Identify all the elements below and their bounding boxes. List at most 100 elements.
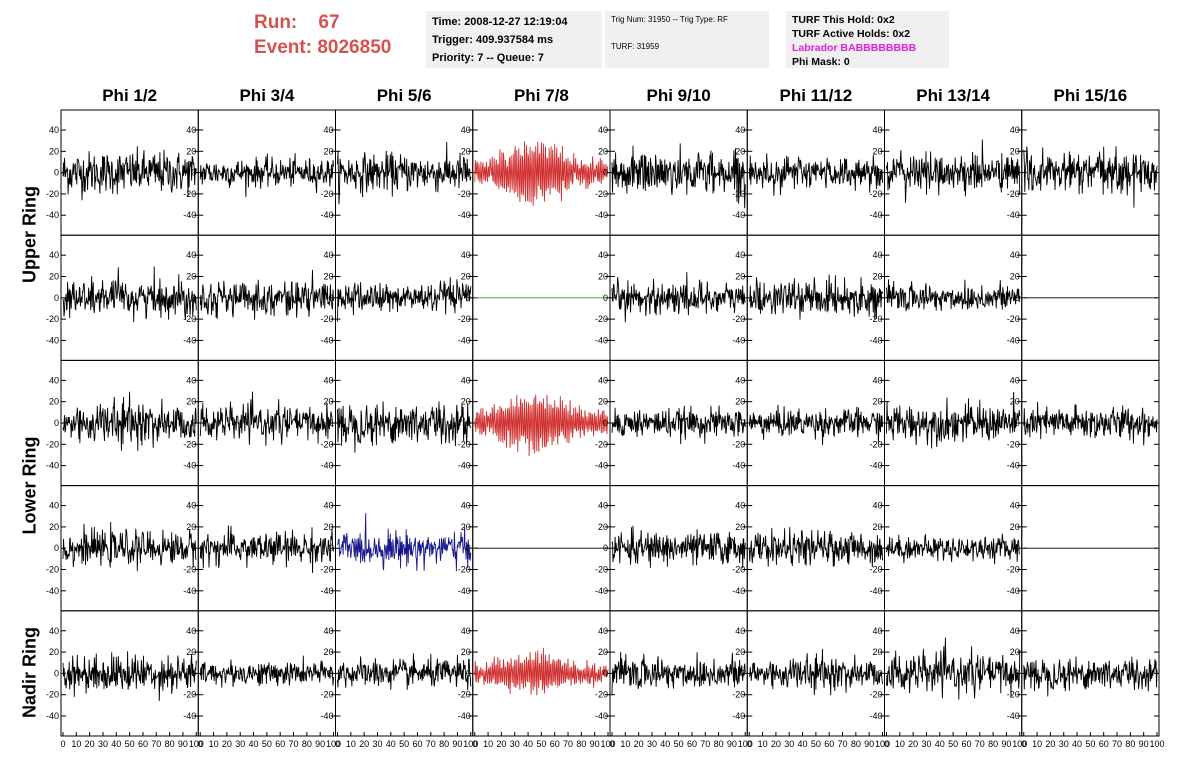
x-tick-label: 0 <box>335 739 340 749</box>
x-tick-label: 30 <box>98 739 108 749</box>
x-tick-label: 40 <box>1072 739 1082 749</box>
x-tick-label: 50 <box>1085 739 1095 749</box>
x-tick-label: 70 <box>151 739 161 749</box>
x-tick-label: 40 <box>798 739 808 749</box>
y-tick-label: 0 <box>1015 668 1020 678</box>
y-tick-label: 20 <box>461 397 471 407</box>
y-tick-label: 40 <box>598 250 608 260</box>
y-tick-label: -40 <box>732 711 745 721</box>
y-tick-label: -20 <box>46 189 59 199</box>
x-tick-label: 30 <box>235 739 245 749</box>
y-tick-label: -40 <box>458 586 471 596</box>
y-tick-label: -40 <box>46 711 59 721</box>
y-tick-label: -20 <box>46 565 59 575</box>
waveform-trace <box>337 277 472 322</box>
waveform-trace <box>1023 656 1158 697</box>
y-tick-label: -40 <box>1007 461 1020 471</box>
y-tick-label: 0 <box>877 293 882 303</box>
y-tick-label: 20 <box>461 522 471 532</box>
x-tick-label: 60 <box>824 739 834 749</box>
x-tick-label: 100 <box>738 739 753 749</box>
waveform-trace <box>749 648 883 696</box>
y-tick-label: -40 <box>869 210 882 220</box>
x-tick-label: 20 <box>908 739 918 749</box>
x-tick-label: 50 <box>536 739 546 749</box>
y-tick-label: 20 <box>598 146 608 156</box>
y-tick-label: -20 <box>320 189 333 199</box>
x-tick-label: 30 <box>510 739 520 749</box>
waveform-trace <box>474 647 609 696</box>
waveform-trace <box>62 391 197 452</box>
run-row: Run: 67 <box>254 10 391 35</box>
y-tick-label: 40 <box>461 125 471 135</box>
y-tick-label: 40 <box>323 125 333 135</box>
x-tick-label: 50 <box>262 739 272 749</box>
y-tick-label: -40 <box>869 711 882 721</box>
y-tick-label: -40 <box>183 586 196 596</box>
y-tick-label: -20 <box>183 565 196 575</box>
waveform-trace <box>1023 401 1158 446</box>
x-tick-label: 50 <box>674 739 684 749</box>
y-tick-label: 20 <box>1010 397 1020 407</box>
x-tick-label: 0 <box>60 739 65 749</box>
y-tick-label: 20 <box>323 522 333 532</box>
x-tick-label: 20 <box>634 739 644 749</box>
priority-text: Priority: 7 -- Queue: 7 <box>432 52 544 64</box>
y-tick-label: 0 <box>191 293 196 303</box>
y-tick-label: -40 <box>458 210 471 220</box>
x-tick-label: 80 <box>165 739 175 749</box>
y-tick-label: -20 <box>595 189 608 199</box>
y-tick-label: 0 <box>191 418 196 428</box>
x-tick-label: 40 <box>249 739 259 749</box>
y-tick-label: 0 <box>328 168 333 178</box>
waveform-trace <box>337 401 472 453</box>
x-tick-label: 10 <box>71 739 81 749</box>
y-tick-label: 20 <box>49 522 59 532</box>
y-tick-label: 20 <box>872 647 882 657</box>
y-tick-label: 0 <box>191 168 196 178</box>
waveform-trace <box>748 274 883 320</box>
y-tick-label: 40 <box>186 125 196 135</box>
y-tick-label: 40 <box>186 626 196 636</box>
x-tick-label: 90 <box>1139 739 1149 749</box>
y-tick-label: -20 <box>46 690 59 700</box>
y-tick-label: -20 <box>320 565 333 575</box>
waveform-trace <box>199 391 334 446</box>
x-tick-label: 70 <box>700 739 710 749</box>
turf-text: TURF: 31959 <box>611 42 660 51</box>
y-tick-label: -40 <box>869 461 882 471</box>
x-tick-label: 0 <box>1021 739 1026 749</box>
x-tick-label: 100 <box>189 739 204 749</box>
y-tick-label: -20 <box>458 565 471 575</box>
x-tick-label: 60 <box>1099 739 1109 749</box>
y-tick-label: 40 <box>186 250 196 260</box>
waveform-trace <box>886 391 1021 449</box>
y-tick-label: 40 <box>49 375 59 385</box>
waveform-trace <box>474 141 609 206</box>
y-tick-label: -40 <box>732 586 745 596</box>
y-tick-label: 20 <box>186 397 196 407</box>
waveform-trace <box>748 404 883 446</box>
x-tick-label: 40 <box>660 739 670 749</box>
event-label: Event: <box>254 37 313 58</box>
waveform-trace <box>337 653 472 691</box>
waveform-trace <box>199 153 334 198</box>
y-tick-label: 20 <box>872 271 882 281</box>
y-tick-label: 0 <box>740 418 745 428</box>
y-tick-label: -40 <box>183 711 196 721</box>
x-tick-label: 30 <box>784 739 794 749</box>
y-tick-label: 0 <box>1015 168 1020 178</box>
x-tick-label: 0 <box>747 739 752 749</box>
waveform-trace <box>199 269 334 320</box>
x-tick-label: 30 <box>1059 739 1069 749</box>
run-value: 67 <box>318 12 340 33</box>
y-tick-label: 20 <box>49 146 59 156</box>
y-tick-label: 20 <box>186 522 196 532</box>
x-tick-label: 0 <box>884 739 889 749</box>
y-tick-label: 0 <box>466 293 471 303</box>
x-tick-label: 90 <box>178 739 188 749</box>
y-tick-label: 20 <box>598 647 608 657</box>
y-tick-label: 40 <box>598 626 608 636</box>
y-tick-label: 0 <box>191 668 196 678</box>
run-event-title: Run: 67 Event: 8026850 <box>254 10 391 60</box>
